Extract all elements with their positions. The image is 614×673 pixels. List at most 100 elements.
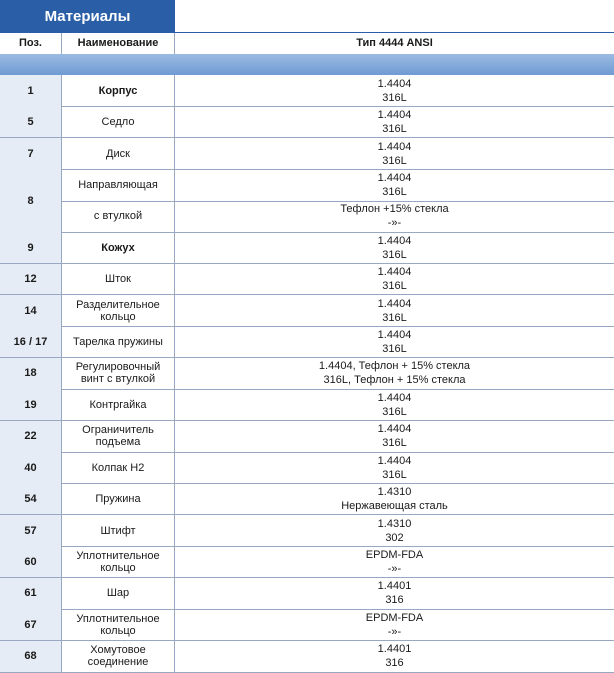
table-row: 16 / 17 Тарелка пружины 1.4404 316L [0,326,614,358]
part-name: Колпак Н2 [62,452,175,484]
part-name: Корпус [62,75,175,107]
row-divider [0,137,614,139]
position-number: 57 [0,514,62,547]
position-number: 1 [0,75,62,107]
material-value: -»- [387,625,402,638]
table-row: 1 Корпус 1.4404 316L [0,75,614,107]
material-value: Тефлон +15% стекла [340,203,449,216]
material-value: 316L [382,123,407,136]
part-name: Хомутовое соединение [62,640,175,672]
material-value: 316L [382,437,407,450]
row-divider [0,263,614,265]
position-number: 68 [0,640,62,672]
part-name: Шар [62,577,175,610]
material-value: 316L [382,154,407,167]
part-name: Седло [62,106,175,138]
position-number: 19 [0,389,62,421]
row-divider [0,514,614,516]
table-row: 22 Ограничитель подъема 1.4404 316L [0,420,614,453]
position-number: 22 [0,420,62,453]
position-number: 40 [0,452,62,484]
material-cell: 1.4404 316L [175,138,614,169]
material-value: -»- [387,563,402,576]
material-value: 316L [382,343,407,356]
table-row: 12 Шток 1.4404 316L [0,263,614,295]
material-cell: 1.4404 316L [175,264,614,295]
table-row: 61 Шар 1.4401 316 [0,577,614,610]
header-band [0,54,614,75]
part-name: Направляющая [62,169,175,201]
position-number: 16 / 17 [0,326,62,358]
row-divider [0,545,614,547]
part-name: Уплотнительное кольцо [62,546,175,578]
row-divider [0,451,614,453]
row-divider [0,168,614,170]
material-value: 1.4404 [377,77,412,90]
material-value: 316 [385,594,404,607]
part-name: Регулировочный винт с втулкой [62,357,175,390]
position-number: 12 [0,263,62,295]
material-cell: 1.4401 316 [175,578,614,609]
material-cell: Тефлон +15% стекла -»- [175,201,614,232]
row-divider [0,294,614,296]
part-name: Уплотнительное кольцо [62,609,175,641]
material-cell: 1.4310 302 [175,515,614,546]
position-number: 14 [0,294,62,327]
material-value: 1.4404 [377,266,412,279]
material-cell: EPDM-FDA -»- [175,546,614,577]
material-value: 316L [382,248,407,261]
part-name: Контргайка [62,389,175,421]
material-value: 1.4310 [377,517,412,530]
material-value: 316L [382,468,407,481]
table-row: 68 Хомутовое соединение 1.4401 316 [0,640,614,672]
table-row: 18 Регулировочный винт с втулкой 1.4404, Т… [0,357,614,390]
material-cell: 1.4310 Нержавеющая сталь [175,483,614,514]
material-value: 1.4404 [377,329,412,342]
header-name: Наименование [62,32,175,54]
table-row: 7 Диск 1.4404 316L [0,137,614,170]
material-value: 1.4401 [377,580,412,593]
position-number: 18 [0,357,62,390]
material-value: 1.4310 [377,486,412,499]
material-cell: 1.4404 316L [175,389,614,420]
row-divider [0,231,614,233]
row-subdivider [62,200,614,202]
material-value: 316L [382,91,407,104]
position-number: 5 [0,106,62,138]
row-divider [0,482,614,484]
part-name: Диск [62,137,175,170]
header-pos: Поз. [0,32,62,54]
material-cell: 1.4404 316L [175,75,614,106]
material-value: 1.4404 [377,454,412,467]
part-name: Штифт [62,514,175,547]
position-number: 60 [0,546,62,578]
part-name: Пружина [62,483,175,515]
material-value: -»- [387,217,402,230]
table-row: 57 Штифт 1.4310 302 [0,514,614,547]
material-cell: 1.4404 316L [175,232,614,263]
row-divider [0,640,614,642]
material-cell: 1.4401 316 [175,641,614,672]
material-value: EPDM-FDA [365,549,424,562]
position-number: 61 [0,577,62,610]
material-value: 316L, Тефлон + 15% стекла [323,374,466,387]
table-row: 67 Уплотнительное кольцо EPDM-FDA -»- [0,609,614,641]
row-divider [0,420,614,422]
table-row: 54 Пружина 1.4310 Нержавеющая сталь [0,483,614,515]
table-row: 19 Контргайка 1.4404 316L [0,389,614,421]
material-value: 316 [385,657,404,670]
table-row: 14 Разделительное кольцо 1.4404 316L [0,294,614,327]
header-type: Тип 4444 ANSI [356,37,433,49]
material-value: 1.4404 [377,234,412,247]
material-value: 1.4404 [377,109,412,122]
material-value: 302 [385,531,404,544]
part-name: Разделительное кольцо [62,294,175,327]
position-number: 7 [0,137,62,170]
header-top-line [0,32,614,33]
material-value: EPDM-FDA [365,611,424,624]
row-divider [0,105,614,107]
row-divider [0,388,614,390]
part-name: Шток [62,263,175,295]
position-number: 8 [0,169,62,233]
material-value: 1.4404 [377,297,412,310]
